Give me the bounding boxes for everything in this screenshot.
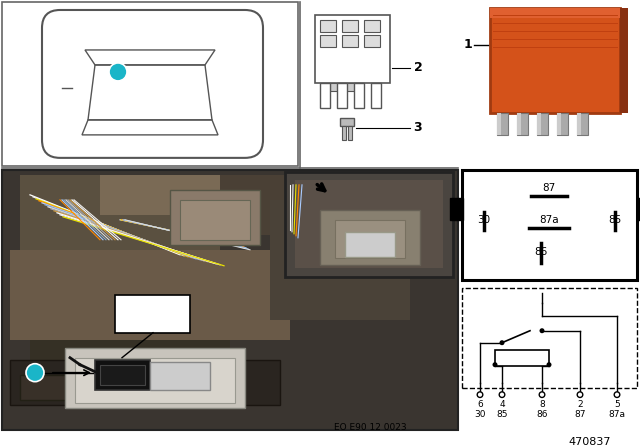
Bar (10, 250, 290, 340)
Bar (320, 83, 330, 108)
Circle shape (477, 392, 483, 397)
Bar (577, 113, 588, 135)
Bar (100, 365, 145, 385)
Bar (342, 126, 346, 140)
Circle shape (577, 392, 583, 397)
Bar (637, 198, 640, 220)
Bar (95, 360, 150, 390)
Text: 30: 30 (477, 215, 491, 225)
Text: 1: 1 (114, 67, 122, 77)
Text: 30: 30 (474, 410, 486, 419)
Bar (340, 118, 354, 126)
Text: 3: 3 (413, 121, 422, 134)
Text: 5: 5 (614, 400, 620, 409)
Text: 2: 2 (413, 61, 422, 74)
Bar (490, 8, 620, 18)
Circle shape (109, 63, 127, 81)
Bar (20, 175, 220, 255)
Bar (65, 348, 245, 408)
Text: 470837: 470837 (569, 437, 611, 447)
Bar (371, 83, 381, 108)
Bar (20, 375, 140, 400)
Bar (557, 113, 561, 135)
Bar (364, 20, 380, 32)
Text: 1: 1 (31, 368, 39, 378)
Circle shape (540, 392, 545, 397)
Bar (348, 126, 352, 140)
Bar (200, 175, 350, 235)
Bar (462, 288, 637, 388)
Bar (354, 83, 364, 108)
Text: 85: 85 (496, 410, 508, 419)
Bar (537, 113, 541, 135)
Text: 86: 86 (536, 410, 548, 419)
Bar (2, 2, 298, 166)
Bar (462, 288, 637, 388)
Bar (315, 15, 390, 83)
Bar (10, 360, 280, 405)
Circle shape (499, 340, 504, 345)
Bar (517, 113, 528, 135)
Bar (320, 210, 420, 265)
Text: 86: 86 (534, 247, 548, 257)
Text: K213: K213 (138, 302, 168, 312)
Bar (335, 220, 405, 258)
Bar (2, 170, 458, 430)
Bar (537, 113, 548, 135)
Text: EO E90 12 0023: EO E90 12 0023 (333, 423, 406, 432)
Bar (620, 8, 628, 113)
Bar (490, 8, 620, 113)
Bar (497, 113, 508, 135)
Bar (285, 172, 453, 277)
Text: 87: 87 (574, 410, 586, 419)
Text: 4: 4 (499, 400, 505, 409)
Text: 87: 87 (542, 183, 556, 193)
Text: 85: 85 (609, 215, 621, 225)
Bar (115, 295, 190, 333)
Bar (150, 362, 210, 390)
Circle shape (540, 328, 545, 333)
Bar (270, 200, 410, 320)
Text: 8: 8 (539, 400, 545, 409)
Bar (495, 350, 549, 366)
Bar (295, 180, 443, 268)
Bar (364, 35, 380, 47)
Text: 87a: 87a (539, 215, 559, 225)
Bar (100, 175, 220, 215)
Text: X6304: X6304 (134, 315, 172, 325)
Bar (462, 170, 637, 280)
Bar (342, 20, 358, 32)
Circle shape (547, 362, 552, 367)
Text: 2: 2 (577, 400, 583, 409)
Bar (30, 340, 230, 390)
Bar (180, 200, 250, 240)
FancyBboxPatch shape (42, 10, 263, 158)
Bar (320, 35, 336, 47)
Bar (342, 35, 358, 47)
Bar (320, 20, 336, 32)
Circle shape (493, 362, 497, 367)
Bar (557, 113, 568, 135)
Bar (497, 113, 501, 135)
Text: 1: 1 (463, 39, 472, 52)
Text: 6: 6 (477, 400, 483, 409)
Bar (75, 358, 235, 403)
Circle shape (614, 392, 620, 397)
Bar (450, 198, 463, 220)
Bar (577, 113, 581, 135)
Bar (517, 113, 521, 135)
Bar (345, 232, 395, 257)
Circle shape (26, 364, 44, 382)
Circle shape (499, 392, 505, 397)
Bar (330, 83, 360, 91)
Text: 87a: 87a (609, 410, 625, 419)
Bar (170, 190, 260, 245)
Bar (337, 83, 347, 108)
